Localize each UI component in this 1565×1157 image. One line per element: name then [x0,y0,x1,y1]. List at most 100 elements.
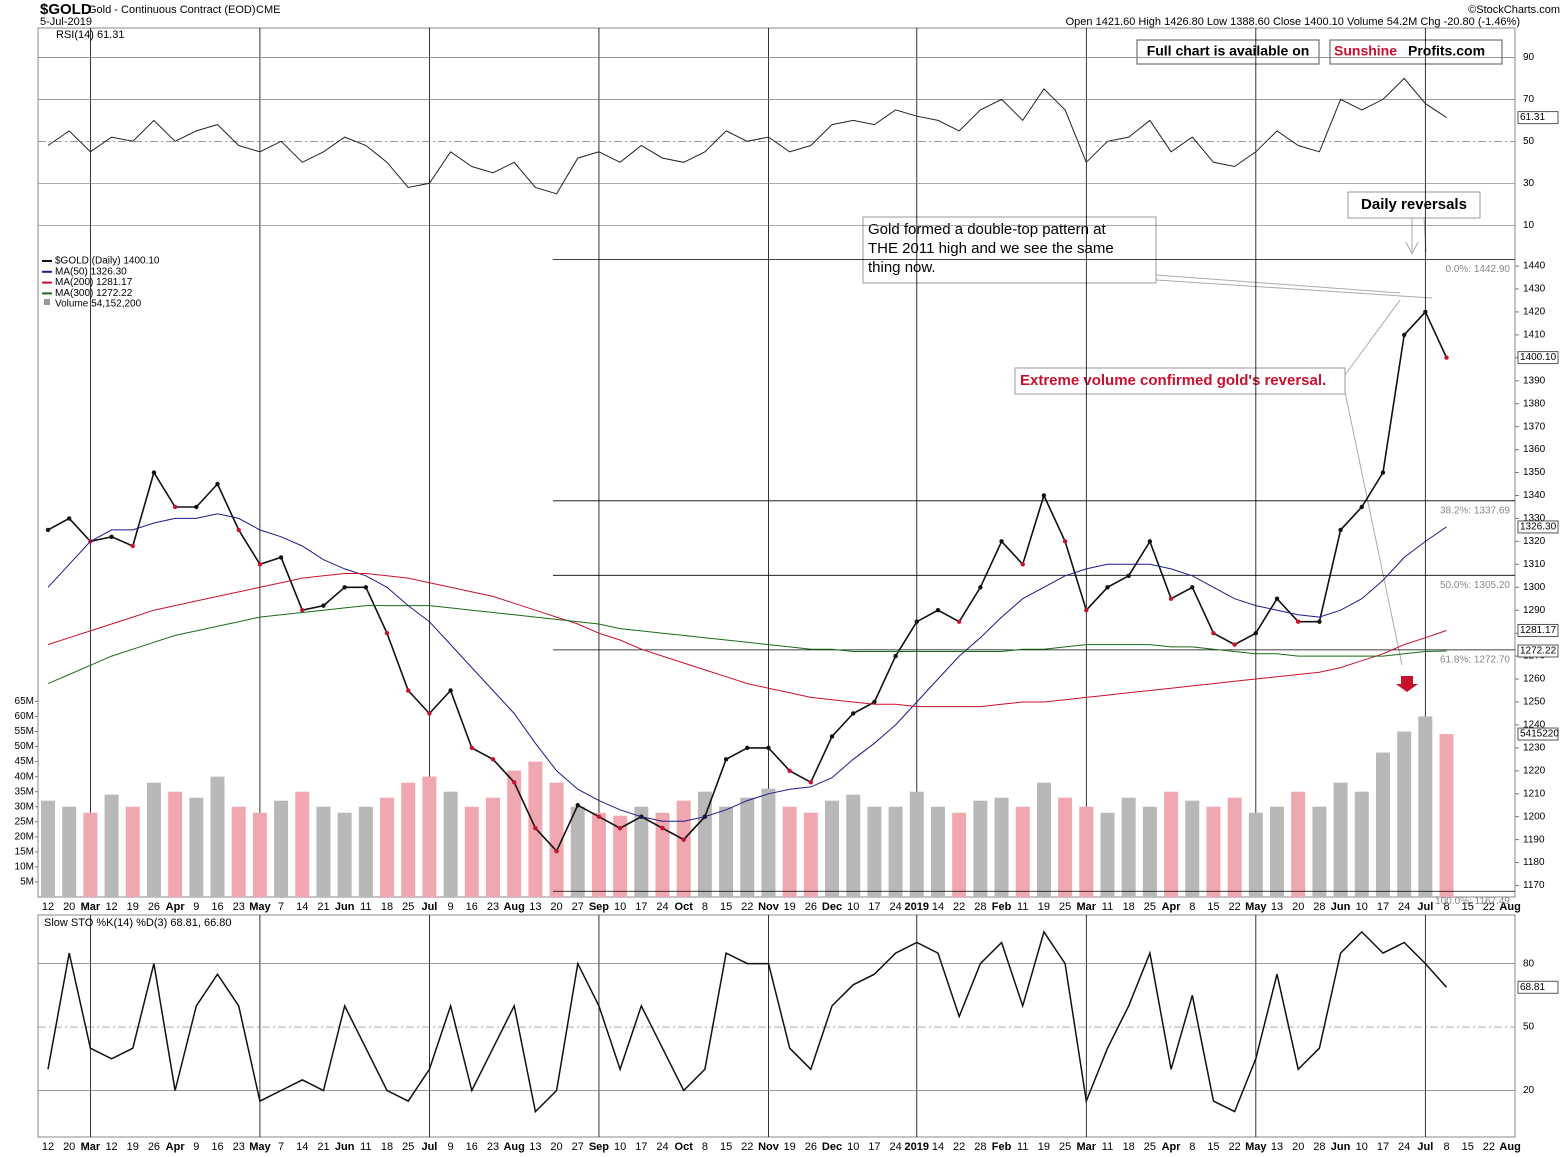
x-tick-label: 17 [635,1141,647,1153]
x-tick-label: 24 [1398,901,1410,913]
y-tick-label: 1230 [1523,743,1546,754]
fib-label: 100.0%: 1167.49 [1435,896,1510,907]
x-tick-label: 8 [1443,901,1449,913]
x-tick-label: Nov [758,901,780,913]
y-tick-label: 80 [1523,958,1535,969]
x-tick-label: Jul [421,1141,437,1153]
x-tick-label: 25 [402,901,414,913]
volume-bar [252,812,267,897]
price-point [448,688,453,693]
end-tag: 1400.10 [1520,352,1557,363]
volume-bar [358,806,373,897]
x-tick-label: 15 [1462,901,1474,913]
price-point [1232,642,1237,647]
y-tick-label: 90 [1523,52,1535,63]
volume-bar [782,806,797,897]
x-tick-label: 20 [550,901,562,913]
volume-bar [1312,806,1327,897]
x-tick-label: 11 [1017,901,1028,913]
price-point [300,608,305,613]
x-tick-label: 19 [784,901,796,913]
end-tag-box [1517,644,1559,658]
volume-bar [210,776,225,897]
volume-bar [634,806,649,897]
end-tag: 68.81 [1520,982,1545,993]
volume-tick-label: 65M [15,696,34,707]
x-tick-label: 24 [656,1141,668,1153]
x-tick-label: Dec [822,901,842,913]
volume-bar [740,797,755,897]
price-point [278,555,284,560]
end-tag: 5415220 [1520,729,1559,740]
quote: Open 1421.60 High 1426.80 Low 1388.60 Cl… [1066,16,1520,28]
price-point [236,527,241,533]
y-tick-label: 1360 [1523,444,1546,455]
volume-tick-label: 5M [20,877,34,888]
price-point [130,543,135,549]
x-tick-label: 25 [1059,901,1071,913]
volume-bar [1058,797,1073,897]
volume-bar [1291,791,1306,897]
end-tag: 61.31 [1520,112,1545,123]
x-tick-label: Aug [503,1141,524,1153]
price-point [999,539,1004,544]
end-tag-box [1517,623,1559,637]
price-point [1168,596,1174,601]
y-tick-label: 1350 [1523,467,1546,478]
brand-a: Sunshine [1334,43,1397,59]
volume-bar [464,806,479,897]
volume-bar [422,776,437,897]
volume-tick-label: 45M [15,756,34,767]
volume-tick-label: 30M [15,801,34,812]
volume-note: Extreme volume confirmed gold's reversal… [1020,372,1326,389]
price-point [617,825,623,831]
fib-label: 61.8%: 1272.70 [1440,655,1510,666]
x-tick-label: 11 [360,1141,371,1153]
x-tick-label: Jul [1417,901,1433,913]
price-point [1105,585,1110,590]
price-point [872,699,877,705]
x-tick-label: 23 [487,1141,499,1153]
promo: Full chart is available on [1147,43,1310,59]
price-point [1401,332,1407,338]
x-tick-label: Jun [335,1141,355,1153]
x-tick-label: 28 [974,1141,986,1153]
price-point [321,603,326,608]
end-tag-box [1517,351,1559,365]
x-tick-label: 22 [741,901,753,913]
volume-tick-label: 25M [15,816,34,827]
x-tick-label: 22 [1483,1141,1495,1153]
x-tick-label: 17 [1377,1141,1389,1153]
volume-bar [994,797,1009,897]
y-tick-label: 1200 [1523,811,1546,822]
x-tick-label: 19 [127,1141,139,1153]
x-tick-label: Nov [758,1141,780,1153]
price-point [1147,539,1153,544]
volume-bar [676,800,691,897]
ma-line [47,573,1447,708]
price-point [45,527,51,533]
volume-bar [337,812,352,897]
x-tick-label: Mar [81,1141,101,1153]
x-tick-label: Mar [1077,1141,1097,1153]
price-point [342,585,347,590]
volume-bar [104,794,119,897]
x-tick-label: May [1245,1141,1267,1153]
x-tick-label: 15 [1207,901,1219,913]
x-tick-label: 12 [42,1141,54,1153]
x-tick-label: Apr [1162,901,1182,913]
price-point [1084,608,1089,613]
x-tick-label: 16 [211,901,223,913]
volume-tick-label: 50M [15,741,34,752]
x-tick-label: 26 [805,901,817,913]
x-tick-label: 14 [296,1141,308,1153]
x-tick-label: 15 [1462,1141,1474,1153]
volume-bar [41,800,55,897]
double-top-box [862,216,1157,284]
x-tick-label: 24 [889,1141,901,1153]
price-point [194,504,199,510]
price-point [1253,630,1259,636]
reversal-box [1347,191,1481,219]
price-point [109,534,114,539]
price-point [406,688,411,693]
